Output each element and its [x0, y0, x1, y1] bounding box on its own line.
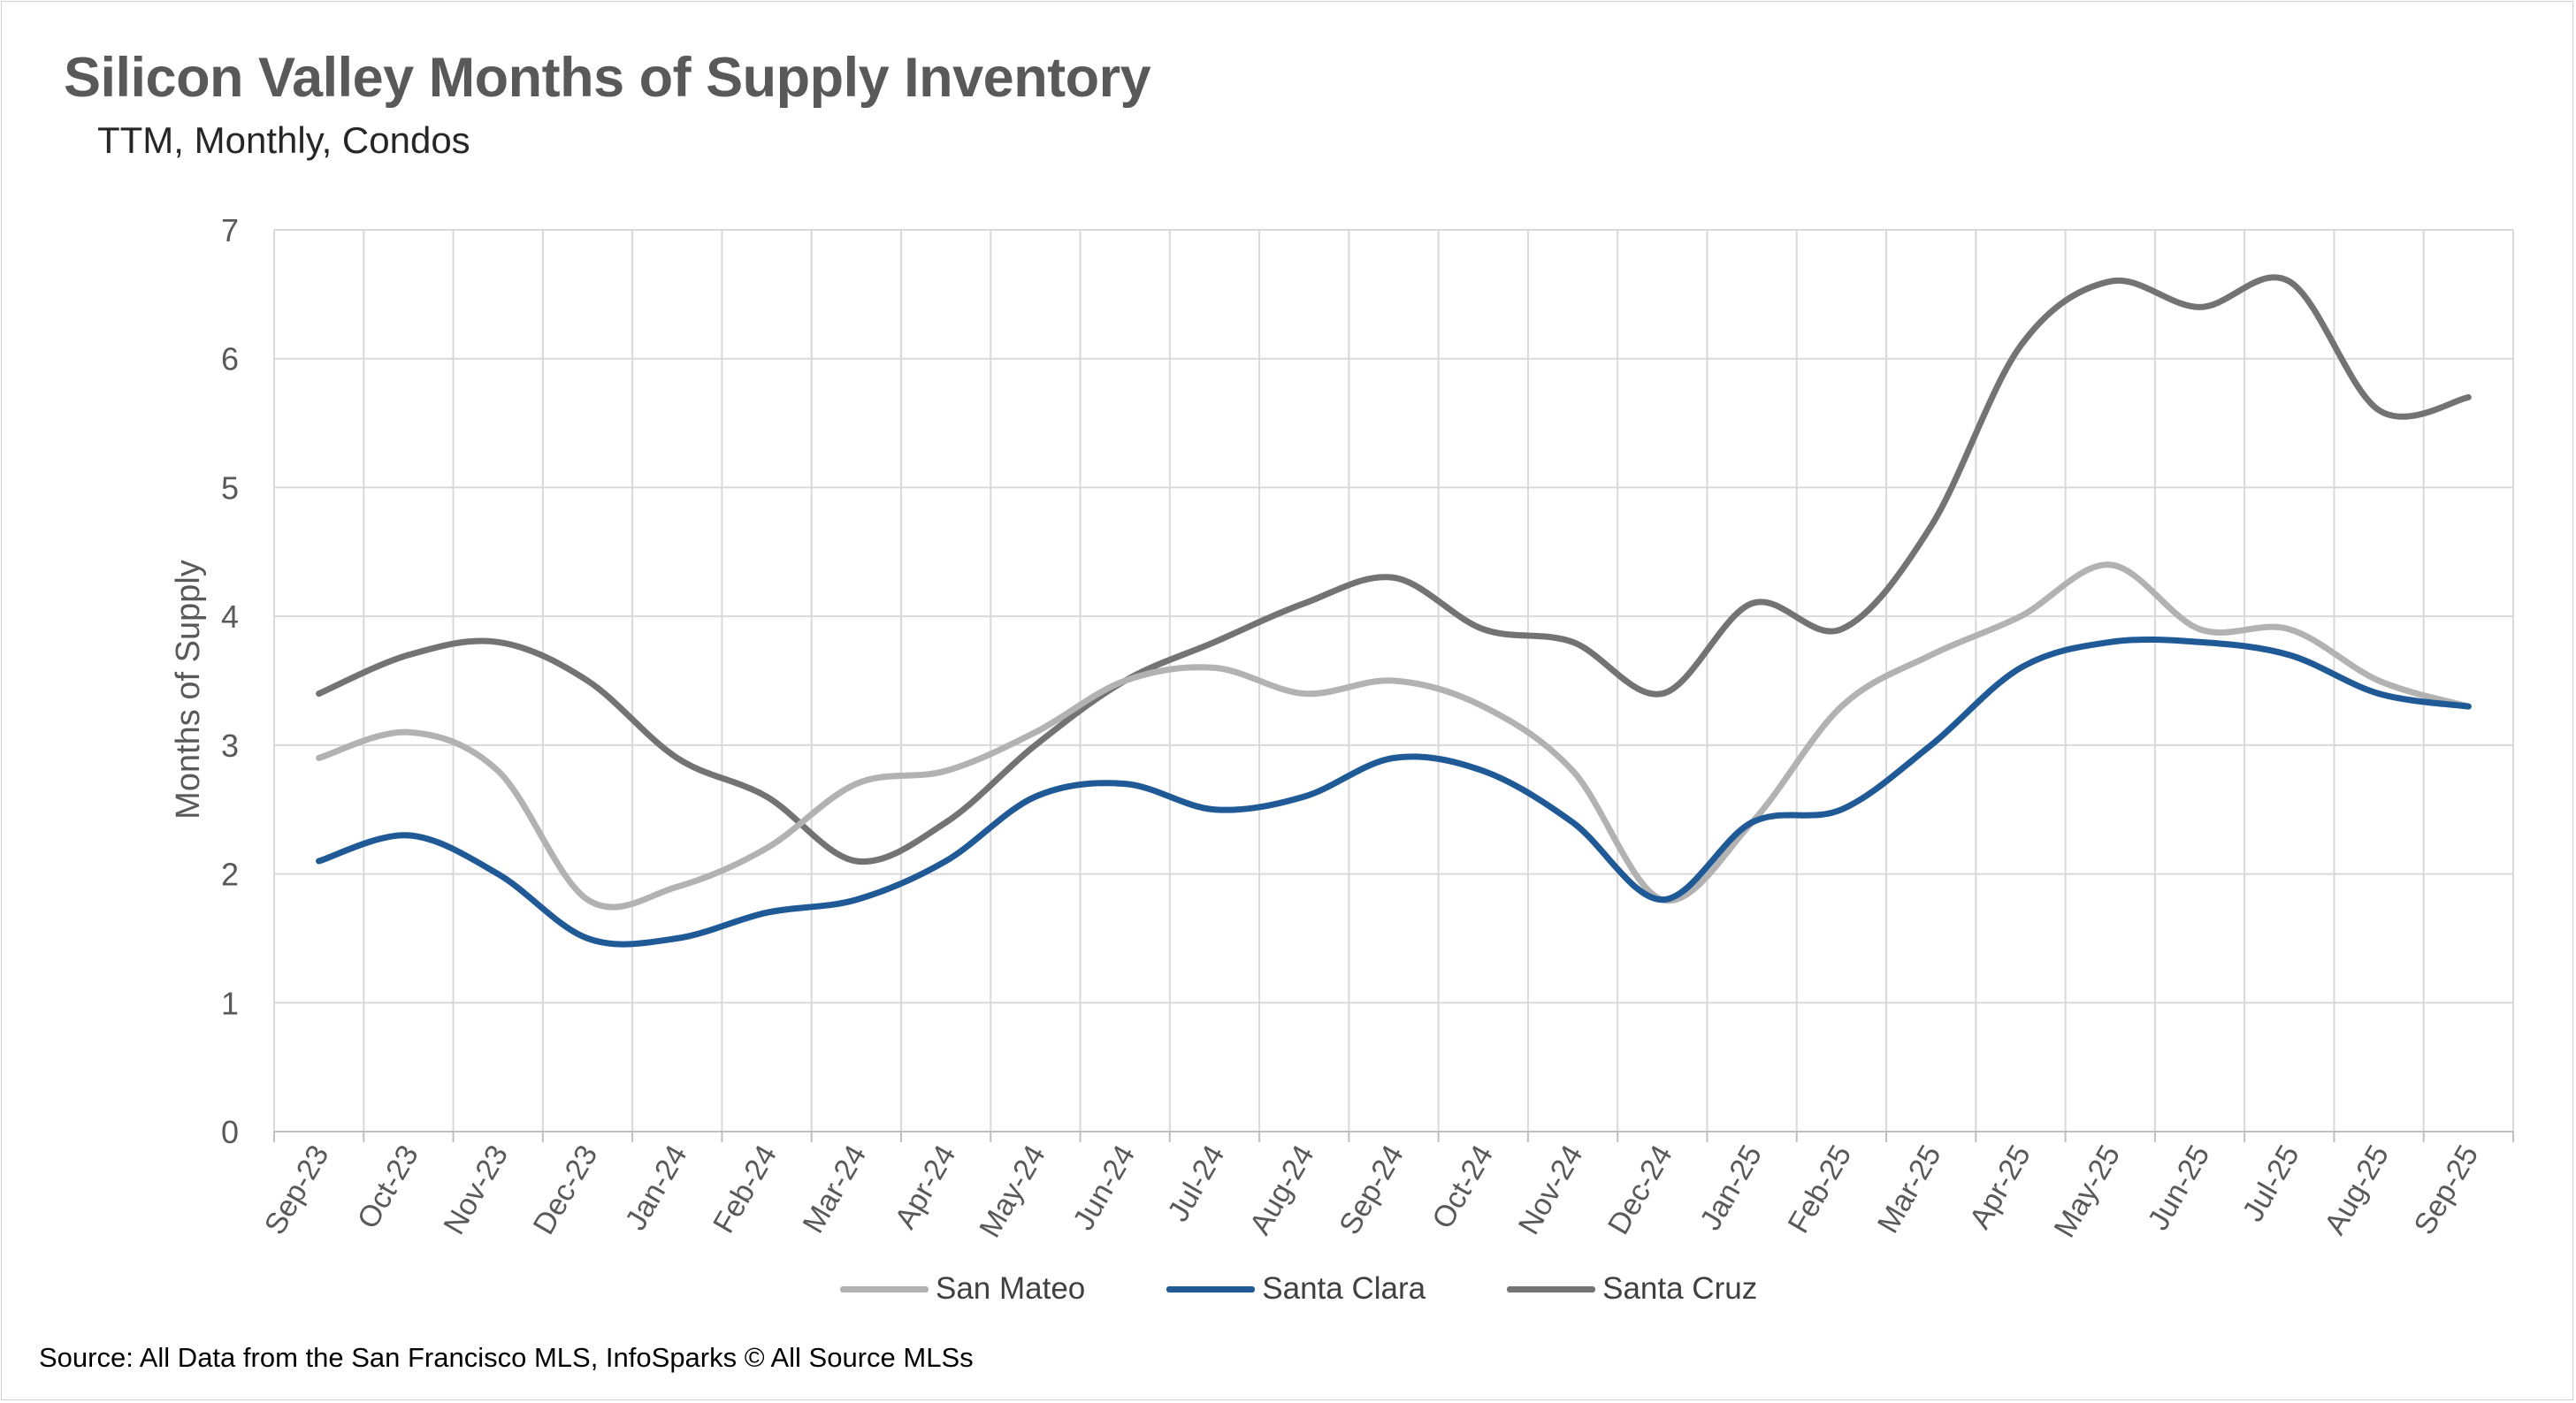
x-tick-label: Aug-25: [2318, 1140, 2396, 1240]
legend-item: San Mateo: [840, 1271, 1085, 1307]
legend-item: Santa Clara: [1166, 1271, 1426, 1307]
x-tick-label: Dec-23: [527, 1140, 605, 1240]
x-tick-label: Mar-24: [796, 1140, 873, 1239]
x-tick-label: May-24: [973, 1140, 1052, 1243]
y-tick-label: 2: [221, 857, 239, 893]
legend-swatch: [1507, 1285, 1596, 1292]
legend-item: Santa Cruz: [1507, 1271, 1757, 1307]
x-tick-label: Nov-23: [437, 1140, 515, 1240]
chart-subtitle: TTM, Monthly, Condos: [97, 119, 470, 161]
chart-title: Silicon Valley Months of Supply Inventor…: [64, 47, 1151, 109]
x-tick-label: Oct-24: [1426, 1140, 1500, 1234]
axes: [273, 1131, 2514, 1142]
x-tick-label: Apr-24: [889, 1140, 963, 1234]
x-tick-labels: Sep-23 Oct-23 Nov-23 Dec-23 Jan-24 Feb-24 Mar-…: [258, 1140, 2485, 1243]
legend-label: Santa Clara: [1262, 1271, 1426, 1306]
x-gridlines: [273, 230, 2514, 1132]
y-tick-label: 7: [221, 212, 239, 248]
series-line-santa-cruz: [316, 274, 2472, 865]
legend-swatch: [840, 1285, 929, 1292]
y-tick-label: 5: [221, 469, 239, 506]
x-tick-label: Sep-23: [258, 1140, 336, 1240]
y-axis-label: Months of Supply: [170, 560, 207, 820]
legend: San Mateo Santa Clara Santa Cruz: [840, 1271, 1838, 1307]
legend-label: Santa Cruz: [1602, 1271, 1758, 1306]
y-tick-label: 3: [221, 728, 239, 764]
x-tick-label: Jul-24: [1161, 1140, 1231, 1227]
x-tick-label: Sep-24: [1333, 1140, 1410, 1240]
x-tick-label: Sep-25: [2408, 1140, 2486, 1240]
x-tick-label: May-25: [2048, 1140, 2128, 1243]
x-tick-label: Nov-24: [1512, 1140, 1590, 1240]
x-tick-label: Jun-25: [2142, 1140, 2217, 1236]
y-gridlines: [274, 229, 2513, 1004]
x-tick-label: Jun-24: [1066, 1140, 1142, 1236]
source-note: Source: All Data from the San Francisco …: [39, 1342, 974, 1373]
x-tick-label: Dec-24: [1601, 1140, 1679, 1240]
y-tick-label: 6: [221, 341, 239, 377]
x-tick-label: Feb-24: [707, 1140, 784, 1239]
x-tick-label: Jan-24: [619, 1140, 694, 1236]
x-tick-label: Oct-23: [351, 1140, 425, 1234]
y-tick-label: 0: [221, 1114, 239, 1150]
y-tick-label: 1: [221, 985, 239, 1021]
x-tick-label: Mar-25: [1871, 1140, 1948, 1239]
series-line-santa-clara: [316, 637, 2472, 948]
legend-label: San Mateo: [936, 1271, 1086, 1306]
legend-swatch: [1166, 1285, 1256, 1292]
series-line-san-mateo: [316, 561, 2472, 911]
x-tick-label: Jul-25: [2236, 1140, 2306, 1227]
x-tick-label: Apr-25: [1963, 1140, 2037, 1234]
x-tick-label: Jan-25: [1693, 1140, 1769, 1236]
y-tick-labels: 0 1 2 3 4 5 6 7: [221, 212, 239, 1150]
series-lines: [316, 274, 2472, 948]
x-tick-label: Aug-24: [1243, 1140, 1321, 1240]
y-tick-label: 4: [221, 599, 239, 635]
x-tick-label: Feb-25: [1782, 1140, 1859, 1239]
